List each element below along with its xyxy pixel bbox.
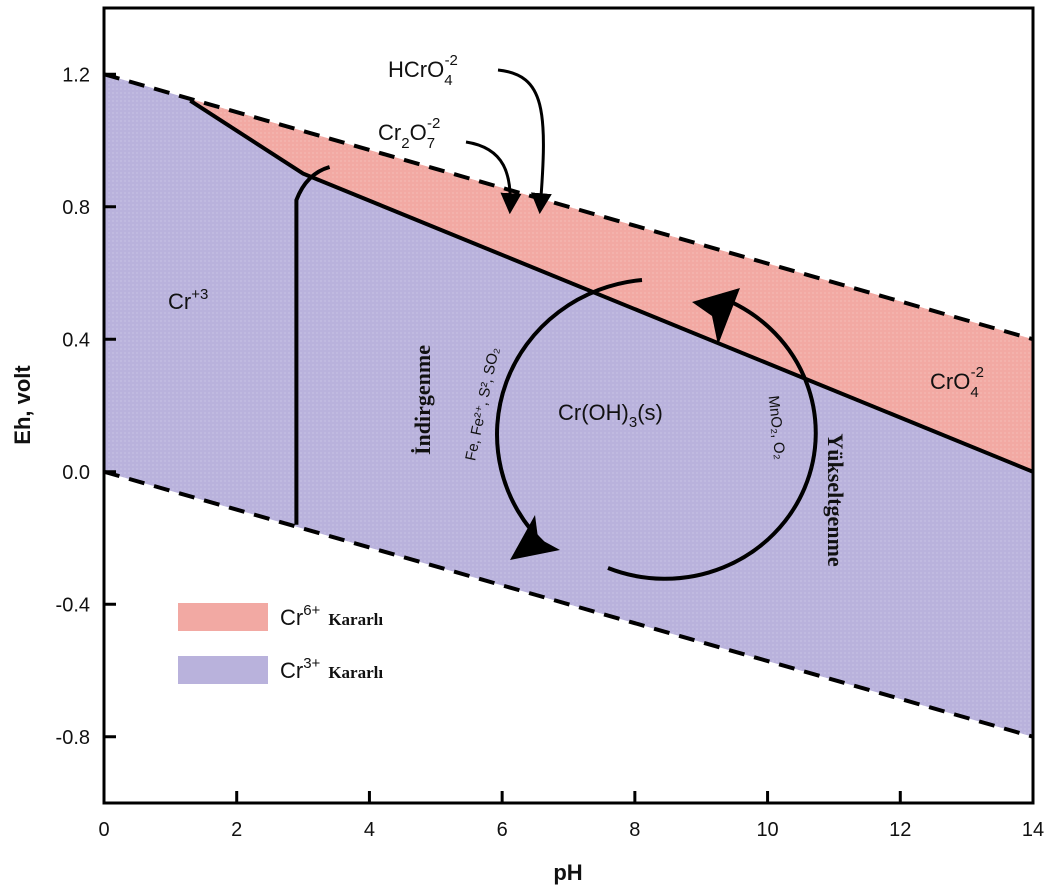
oxidation-label: Yükseltgenme	[823, 433, 848, 566]
oxidation-arrowhead-icon	[692, 288, 740, 345]
reduction-label: İndirgenme	[410, 345, 435, 455]
reduction-arc	[495, 278, 643, 547]
cr3-croh3-boundary	[294, 165, 331, 525]
y-tick-label: -0.4	[56, 594, 90, 616]
legend-label-cr6: Cr6+ Kararlı	[280, 602, 383, 630]
x-tick-label: 4	[364, 819, 375, 841]
x-tick-label: 6	[497, 819, 508, 841]
x-tick-label: 0	[98, 819, 109, 841]
hcro4-label: HCrO4-2	[388, 52, 458, 89]
cr2o7-leader-arrow	[465, 140, 522, 215]
legend: Cr6+ Kararlı Cr3+ Kararlı	[178, 602, 383, 684]
legend-swatch-cr6	[178, 603, 268, 631]
x-tick-label: 8	[629, 819, 640, 841]
legend-label-cr3: Cr3+ Kararlı	[280, 655, 383, 683]
water-lower-stability-line	[103, 469, 1034, 739]
croh3-label: Cr(OH)3(s)	[558, 400, 663, 431]
y-tick-label: 0.8	[62, 197, 90, 219]
oxidation-agents: MnO₂, O₂	[765, 395, 789, 461]
reduction-arrowhead-icon	[510, 515, 560, 560]
x-tick-label: 10	[756, 819, 778, 841]
legend-swatch-cr3	[178, 656, 268, 684]
y-axis-title: Eh, volt	[10, 365, 35, 445]
y-tick-label: 0.0	[62, 462, 90, 484]
y-tick-label: 1.2	[62, 64, 90, 86]
cr2o7-label: Cr2O7-2	[378, 115, 440, 152]
x-axis-ticks: 0 2 4 6 8 10 12 14	[98, 791, 1044, 841]
y-axis-ticks: 1.2 0.8 0.4 0.0 -0.4 -0.8	[56, 64, 116, 749]
hcro4-leader-arrow	[497, 68, 552, 215]
cr3-region-texture	[104, 74, 1033, 737]
oxidation-arc	[607, 296, 818, 581]
cr3-label: Cr+3	[168, 286, 208, 314]
x-tick-label: 12	[889, 819, 911, 841]
plot-frame	[102, 6, 1035, 805]
water-upper-stability-line	[103, 72, 1034, 342]
cr3-cr6-boundary	[189, 99, 1034, 474]
x-tick-label: 2	[231, 819, 242, 841]
y-tick-label: -0.8	[56, 727, 90, 749]
x-axis-title: pH	[553, 860, 582, 885]
x-tick-label: 14	[1022, 819, 1044, 841]
cro4-label: CrO4-2	[930, 364, 984, 401]
y-tick-label: 0.4	[62, 329, 90, 351]
